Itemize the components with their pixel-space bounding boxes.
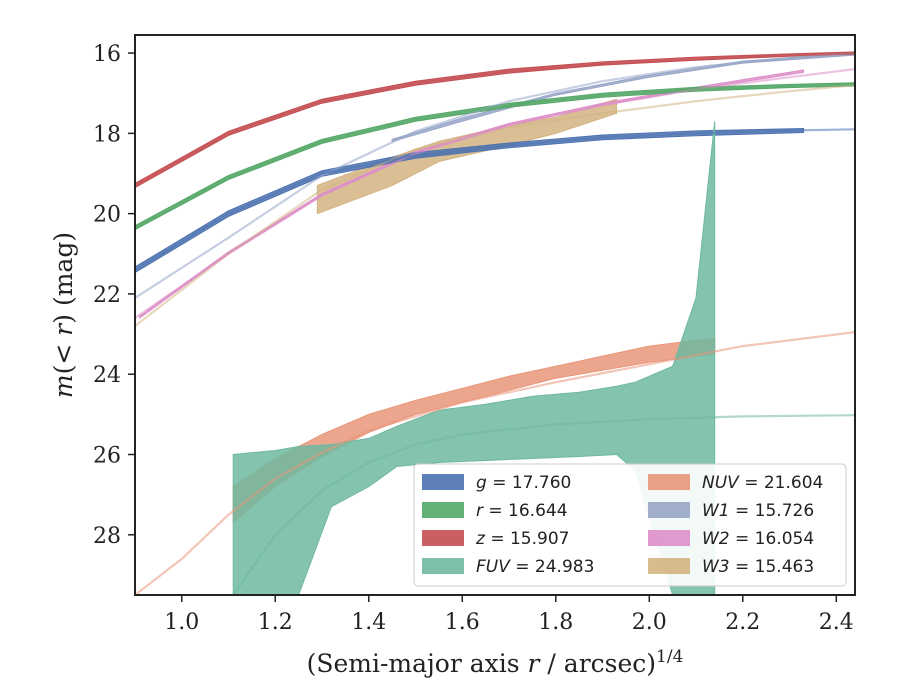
legend-swatch-z (422, 530, 464, 546)
model-line-g (135, 128, 855, 271)
band-g (135, 127, 805, 274)
x-tick-label: 2.2 (725, 610, 760, 635)
band-fuv (232, 121, 716, 595)
model-line-z (135, 52, 855, 187)
x-tick-label: 1.6 (445, 610, 480, 635)
bands-layer (135, 51, 855, 595)
x-tick-label: 2.0 (632, 610, 667, 635)
model-line-w2 (135, 68, 855, 319)
legend-label-g: g = 17.760 (476, 473, 571, 493)
legend-label-nuv: NUV = 21.604 (702, 473, 823, 493)
legend-swatch-nuv (648, 474, 690, 490)
y-axis-label: m(< r) (mag) (49, 232, 78, 398)
legend-label-fuv: FUV = 24.983 (476, 557, 594, 577)
plot-frame (134, 34, 856, 596)
x-tick-label: 1.0 (164, 610, 199, 635)
legend-swatch-w3 (648, 558, 690, 574)
band-w3 (316, 98, 618, 215)
x-tick-label: 1.8 (538, 610, 573, 635)
legend: g = 17.760 r = 16.644 z = 15.907 FUV = 24.9… (413, 463, 847, 587)
legend-swatch-w1 (648, 502, 690, 518)
legend-swatch-fuv (422, 558, 464, 574)
model-line-r (135, 83, 855, 229)
y-tick-label: 26 (93, 443, 121, 468)
legend-label-w2: W2 = 16.054 (702, 529, 814, 549)
legend-label-w1: W1 = 15.726 (702, 501, 814, 521)
y-tick-label: 18 (93, 122, 121, 147)
model-line-fuv (232, 414, 855, 595)
y-tick-label: 20 (93, 203, 121, 228)
model-line-w3 (135, 84, 855, 327)
x-tick-label: 1.2 (258, 610, 293, 635)
legend-swatch-w2 (648, 530, 690, 546)
x-tick-label: 1.4 (351, 610, 386, 635)
legend-swatch-g (422, 474, 464, 490)
y-axis-ticks: 16 18 20 22 24 26 28 (93, 42, 135, 549)
legend-label-z: z = 15.907 (475, 529, 569, 549)
y-tick-label: 22 (93, 283, 121, 308)
model-line-nuv (135, 331, 855, 595)
legend-box (413, 463, 847, 587)
band-w1 (391, 52, 855, 143)
x-axis-label: (Semi-major axis r / arcsec)1/4 (307, 647, 684, 678)
y-tick-label: 28 (93, 524, 121, 549)
y-tick-label: 24 (93, 363, 121, 388)
legend-swatch-r (422, 502, 464, 518)
lines-layer (135, 52, 855, 595)
band-z (135, 51, 855, 189)
model-line-w1 (135, 52, 855, 299)
y-tick-label: 16 (93, 42, 121, 67)
x-tick-label: 2.4 (819, 610, 854, 635)
band-r (135, 82, 855, 231)
legend-label-w3: W3 = 15.463 (702, 557, 814, 577)
legend-label-r: r = 16.644 (476, 501, 568, 521)
x-axis-ticks: 1.0 1.2 1.4 1.6 1.8 2.0 2.2 2.4 (164, 595, 854, 635)
